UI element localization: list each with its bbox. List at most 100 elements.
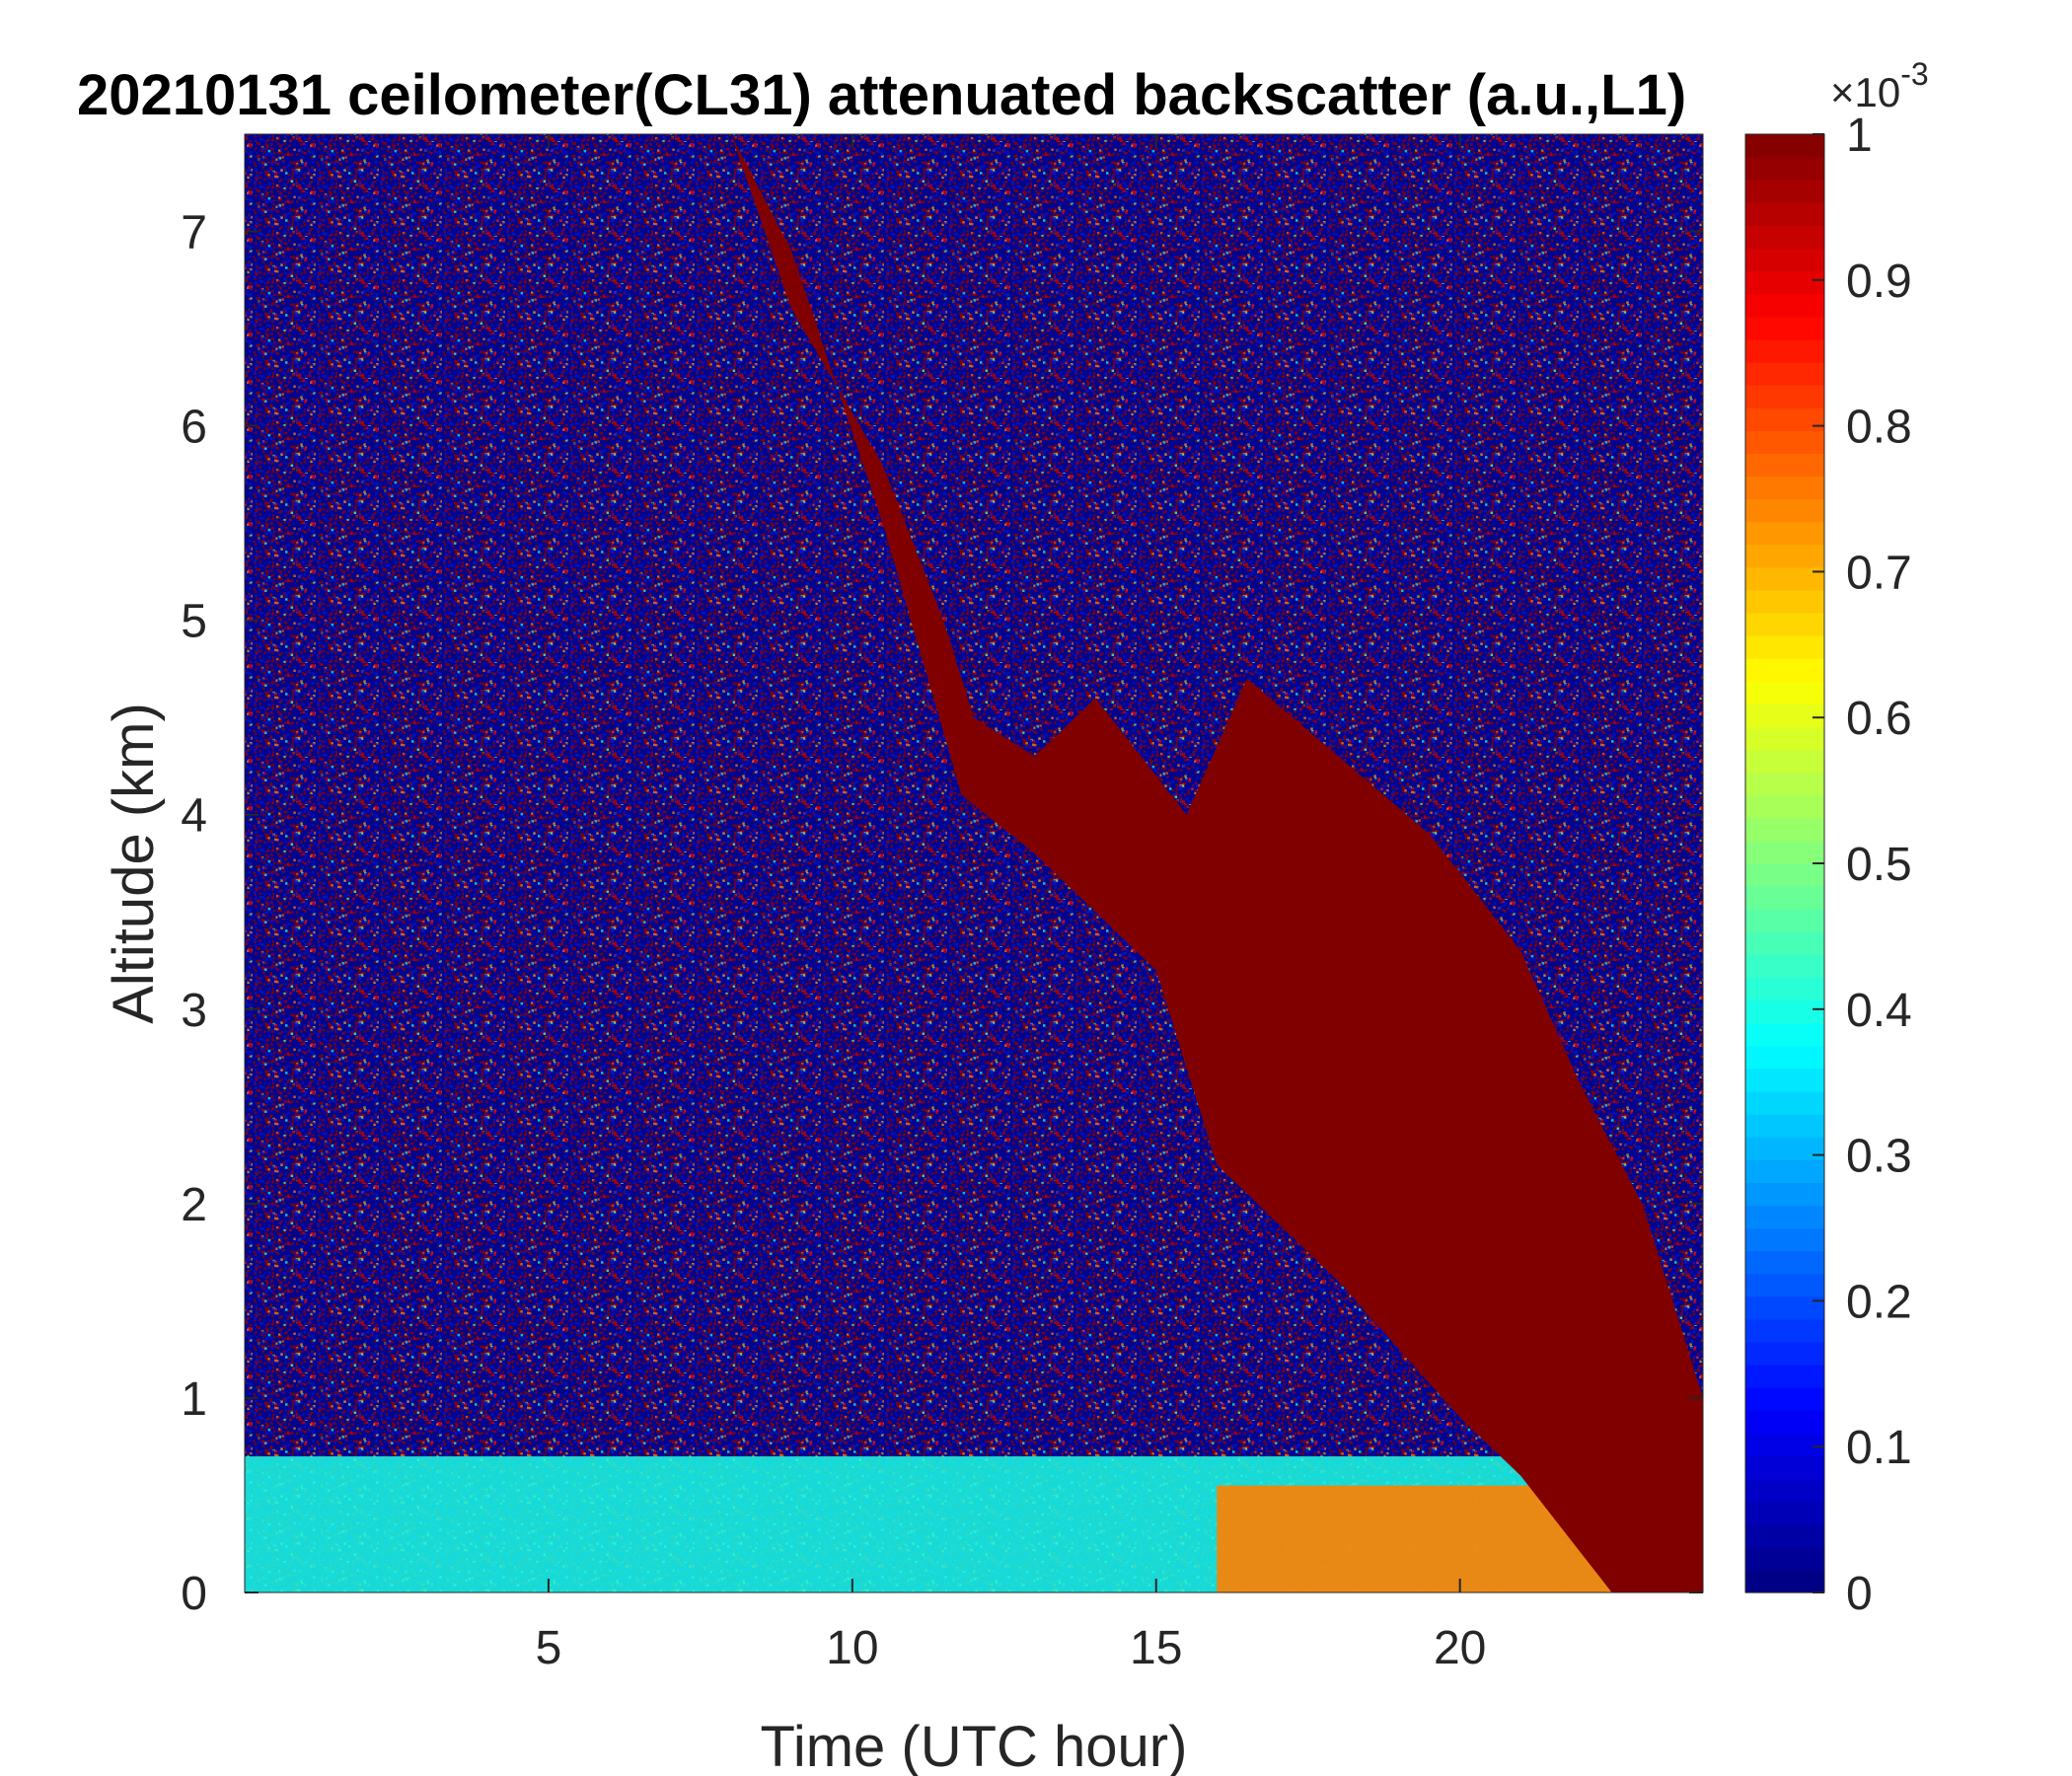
colorbar-tick-label: 0.2 [1846, 1276, 1912, 1328]
colorbar-step [1745, 248, 1824, 272]
colorbar-tick-label: 0.4 [1846, 985, 1912, 1037]
colorbar-step [1745, 1387, 1824, 1411]
colorbar-step [1745, 703, 1824, 728]
x-tick-label: 5 [536, 1622, 562, 1674]
colorbar-step [1745, 134, 1824, 158]
y-tick-label: 1 [181, 1373, 207, 1426]
colorbar-step [1745, 817, 1824, 842]
colorbar-step [1745, 270, 1824, 295]
colorbar-step [1745, 202, 1824, 226]
colorbar-tick-label: 0.8 [1846, 402, 1912, 454]
colorbar-step [1745, 1433, 1824, 1457]
colorbar-step [1745, 476, 1824, 500]
colorbar-step [1745, 794, 1824, 819]
colorbar-step [1745, 977, 1824, 1001]
colorbar-step [1745, 681, 1824, 704]
y-tick-label: 2 [181, 1179, 207, 1231]
colorbar-tick-label: 0.9 [1846, 256, 1912, 308]
colorbar-tick-label: 1 [1846, 110, 1873, 162]
y-axis: 0 1 2 3 4 5 6 7 [181, 207, 1703, 1620]
colorbar-step [1745, 1250, 1824, 1275]
colorbar-step [1745, 453, 1824, 477]
colorbar-step [1745, 749, 1824, 774]
colorbar-step [1745, 293, 1824, 318]
colorbar-tick-label: 0.7 [1846, 547, 1912, 599]
colorbar-step [1745, 157, 1824, 181]
colorbar-step [1745, 1182, 1824, 1206]
x-tick-label: 15 [1130, 1622, 1182, 1674]
colorbar-step [1745, 1090, 1824, 1115]
colorbar-step [1745, 1569, 1824, 1593]
colorbar-tick-label: 0 [1846, 1568, 1873, 1620]
colorbar-step [1745, 1045, 1824, 1070]
colorbar-step [1745, 430, 1824, 454]
colorbar: 0 0.1 0.2 0.3 0.4 0.5 0.6 0.7 0.8 0.9 1 ×10-3 [1744, 56, 1929, 1620]
colorbar-step [1745, 931, 1824, 955]
colorbar-step [1745, 1227, 1824, 1252]
colorbar-step [1745, 1273, 1824, 1297]
plot-area [245, 134, 1703, 1592]
colorbar-step [1745, 316, 1824, 340]
colorbar-step [1745, 1318, 1824, 1343]
colorbar-step [1745, 886, 1824, 910]
colorbar-step [1745, 1159, 1824, 1183]
colorbar-tick-label: 0.3 [1846, 1131, 1912, 1183]
x-tick-label: 20 [1434, 1622, 1486, 1674]
colorbar-gradient [1745, 134, 1824, 1593]
colorbar-step [1745, 1546, 1824, 1571]
plot-frame [244, 133, 1704, 1593]
colorbar-step [1745, 726, 1824, 751]
colorbar-step [1745, 909, 1824, 932]
colorbar-step [1745, 1068, 1824, 1092]
x-axis-label: Time (UTC hour) [761, 1715, 1188, 1776]
colorbar-step [1745, 772, 1824, 796]
colorbar-step [1745, 1365, 1824, 1388]
colorbar-step [1745, 1114, 1824, 1138]
colorbar-step [1745, 1295, 1824, 1320]
colorbar-step [1745, 1501, 1824, 1525]
y-tick-label: 4 [181, 790, 207, 843]
colorbar-step [1745, 1137, 1824, 1160]
colorbar-step [1745, 407, 1824, 431]
y-tick-label: 5 [181, 596, 207, 648]
colorbar-step [1745, 521, 1824, 546]
colorbar-multiplier-exponent: -3 [1900, 56, 1928, 92]
colorbar-step [1745, 1341, 1824, 1366]
colorbar-step [1745, 1523, 1824, 1548]
colorbar-tick-label: 0.5 [1846, 839, 1912, 891]
colorbar-step [1745, 180, 1824, 203]
colorbar-step [1745, 1205, 1824, 1229]
y-axis-label: Altitude (km) [102, 703, 166, 1024]
colorbar-step [1745, 566, 1824, 591]
colorbar-step [1745, 1410, 1824, 1434]
y-tick-label: 3 [181, 985, 207, 1037]
colorbar-step [1745, 385, 1824, 408]
colorbar-step [1745, 840, 1824, 864]
colorbar-multiplier-base: ×10 [1830, 69, 1900, 115]
colorbar-step [1745, 1022, 1824, 1047]
colorbar-step [1745, 1478, 1824, 1503]
cloud-layer-region [730, 134, 1703, 1592]
colorbar-step [1745, 658, 1824, 682]
colorbar-step [1745, 338, 1824, 363]
boundary-layer [245, 1456, 1703, 1592]
colorbar-step [1745, 954, 1824, 979]
colorbar-tick-label: 0.1 [1846, 1422, 1912, 1474]
colorbar-step [1745, 361, 1824, 386]
colorbar-tick-label: 0.6 [1846, 693, 1912, 745]
y-tick-label: 6 [181, 402, 207, 454]
colorbar-step [1745, 612, 1824, 636]
colorbar-ticks: 0 0.1 0.2 0.3 0.4 0.5 0.6 0.7 0.8 0.9 1 [1813, 110, 1912, 1620]
colorbar-step [1745, 589, 1824, 614]
colorbar-step [1745, 544, 1824, 568]
colorbar-step [1745, 999, 1824, 1024]
x-axis: 5 10 15 20 [536, 134, 1486, 1674]
colorbar-step [1745, 225, 1824, 250]
colorbar-step [1745, 1455, 1824, 1480]
colorbar-multiplier: ×10-3 [1830, 56, 1929, 115]
colorbar-step [1745, 863, 1824, 887]
chart-title: 20210131 ceilometer(CL31) attenuated bac… [77, 63, 1686, 127]
colorbar-step [1745, 635, 1824, 659]
y-tick-label: 7 [181, 207, 207, 259]
